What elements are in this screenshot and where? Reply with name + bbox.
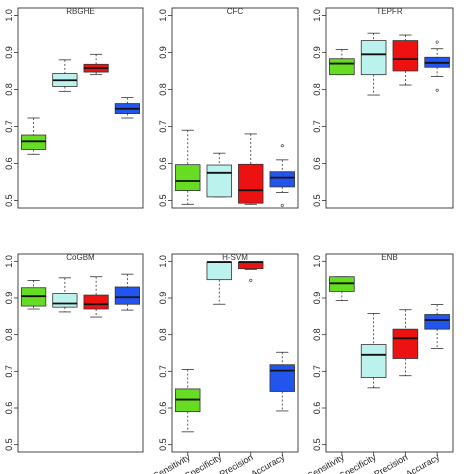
y-tick-label: 0.8 [312,83,322,96]
box-body [206,261,232,281]
y-tick-label: 0.6 [312,157,322,170]
y-tick-label: 0.5 [158,194,168,207]
y-tick-label: 0.5 [4,438,14,451]
panel-title: RBGHE [66,7,94,16]
y-tick-label: 0.5 [158,438,168,451]
box-body [329,58,355,76]
y-tick-label: 1.0 [4,9,14,22]
y-tick-label: 1.0 [312,9,322,22]
panel-frame [171,253,299,453]
outlier-point [280,144,284,148]
y-tick-label: 0.7 [312,120,322,133]
y-tick-label: 0.6 [4,157,14,170]
y-tick-label: 0.6 [158,402,168,415]
panel-frame [17,7,144,209]
y-tick-label: 0.6 [4,402,14,415]
y-tick-label: 1.0 [4,255,14,268]
y-tick-label: 0.9 [312,46,322,59]
y-tick-label: 0.9 [4,46,14,59]
box-body [52,293,78,308]
y-tick-label: 0.7 [4,365,14,378]
panel-frame [171,7,299,209]
outlier-point [435,40,439,44]
panel-title: CoGBM [66,253,95,262]
y-tick-label: 0.9 [312,292,322,305]
y-tick-label: 0.7 [158,365,168,378]
y-tick-label: 0.5 [312,194,322,207]
box-body [424,314,450,330]
box-body [238,163,264,204]
box-body [175,164,201,191]
y-tick-label: 0.8 [4,83,14,96]
y-tick-label: 0.6 [158,157,168,170]
x-category-label: Accuracy [404,452,441,474]
box-body [114,286,140,305]
panel-frame [17,253,144,453]
y-tick-label: 1.0 [158,9,168,22]
y-tick-label: 0.8 [312,328,322,341]
panel-title: ENB [381,253,397,262]
y-tick-label: 0.7 [4,120,14,133]
y-tick-label: 0.9 [158,292,168,305]
panel-frame [325,253,454,453]
y-tick-label: 0.8 [158,83,168,96]
panel-title: CFC [227,7,244,16]
y-tick-label: 0.7 [158,120,168,133]
panel-title: TEPFR [376,7,402,16]
outlier-point [435,88,439,92]
box-body [21,134,47,150]
box-body [392,40,419,72]
x-category-label: Accuracy [249,452,286,474]
box-body [360,344,387,378]
y-tick-label: 0.9 [4,292,14,305]
box-body [269,364,295,392]
outlier-point [249,278,253,282]
box-body [83,294,109,310]
y-tick-label: 0.8 [4,328,14,341]
y-tick-label: 0.5 [312,438,322,451]
y-tick-label: 0.9 [158,46,168,59]
box-body [269,171,295,188]
box-body [238,261,264,270]
y-tick-label: 0.7 [312,365,322,378]
y-tick-label: 0.8 [158,328,168,341]
y-tick-label: 0.5 [4,194,14,207]
box-body [392,328,419,359]
box-body [360,40,387,76]
panel-frame [325,7,454,209]
y-tick-label: 1.0 [312,255,322,268]
panel-title: H-SVM [222,253,248,262]
box-body [206,164,232,198]
outlier-point [280,203,284,207]
y-tick-label: 0.6 [312,402,322,415]
y-tick-label: 1.0 [158,255,168,268]
